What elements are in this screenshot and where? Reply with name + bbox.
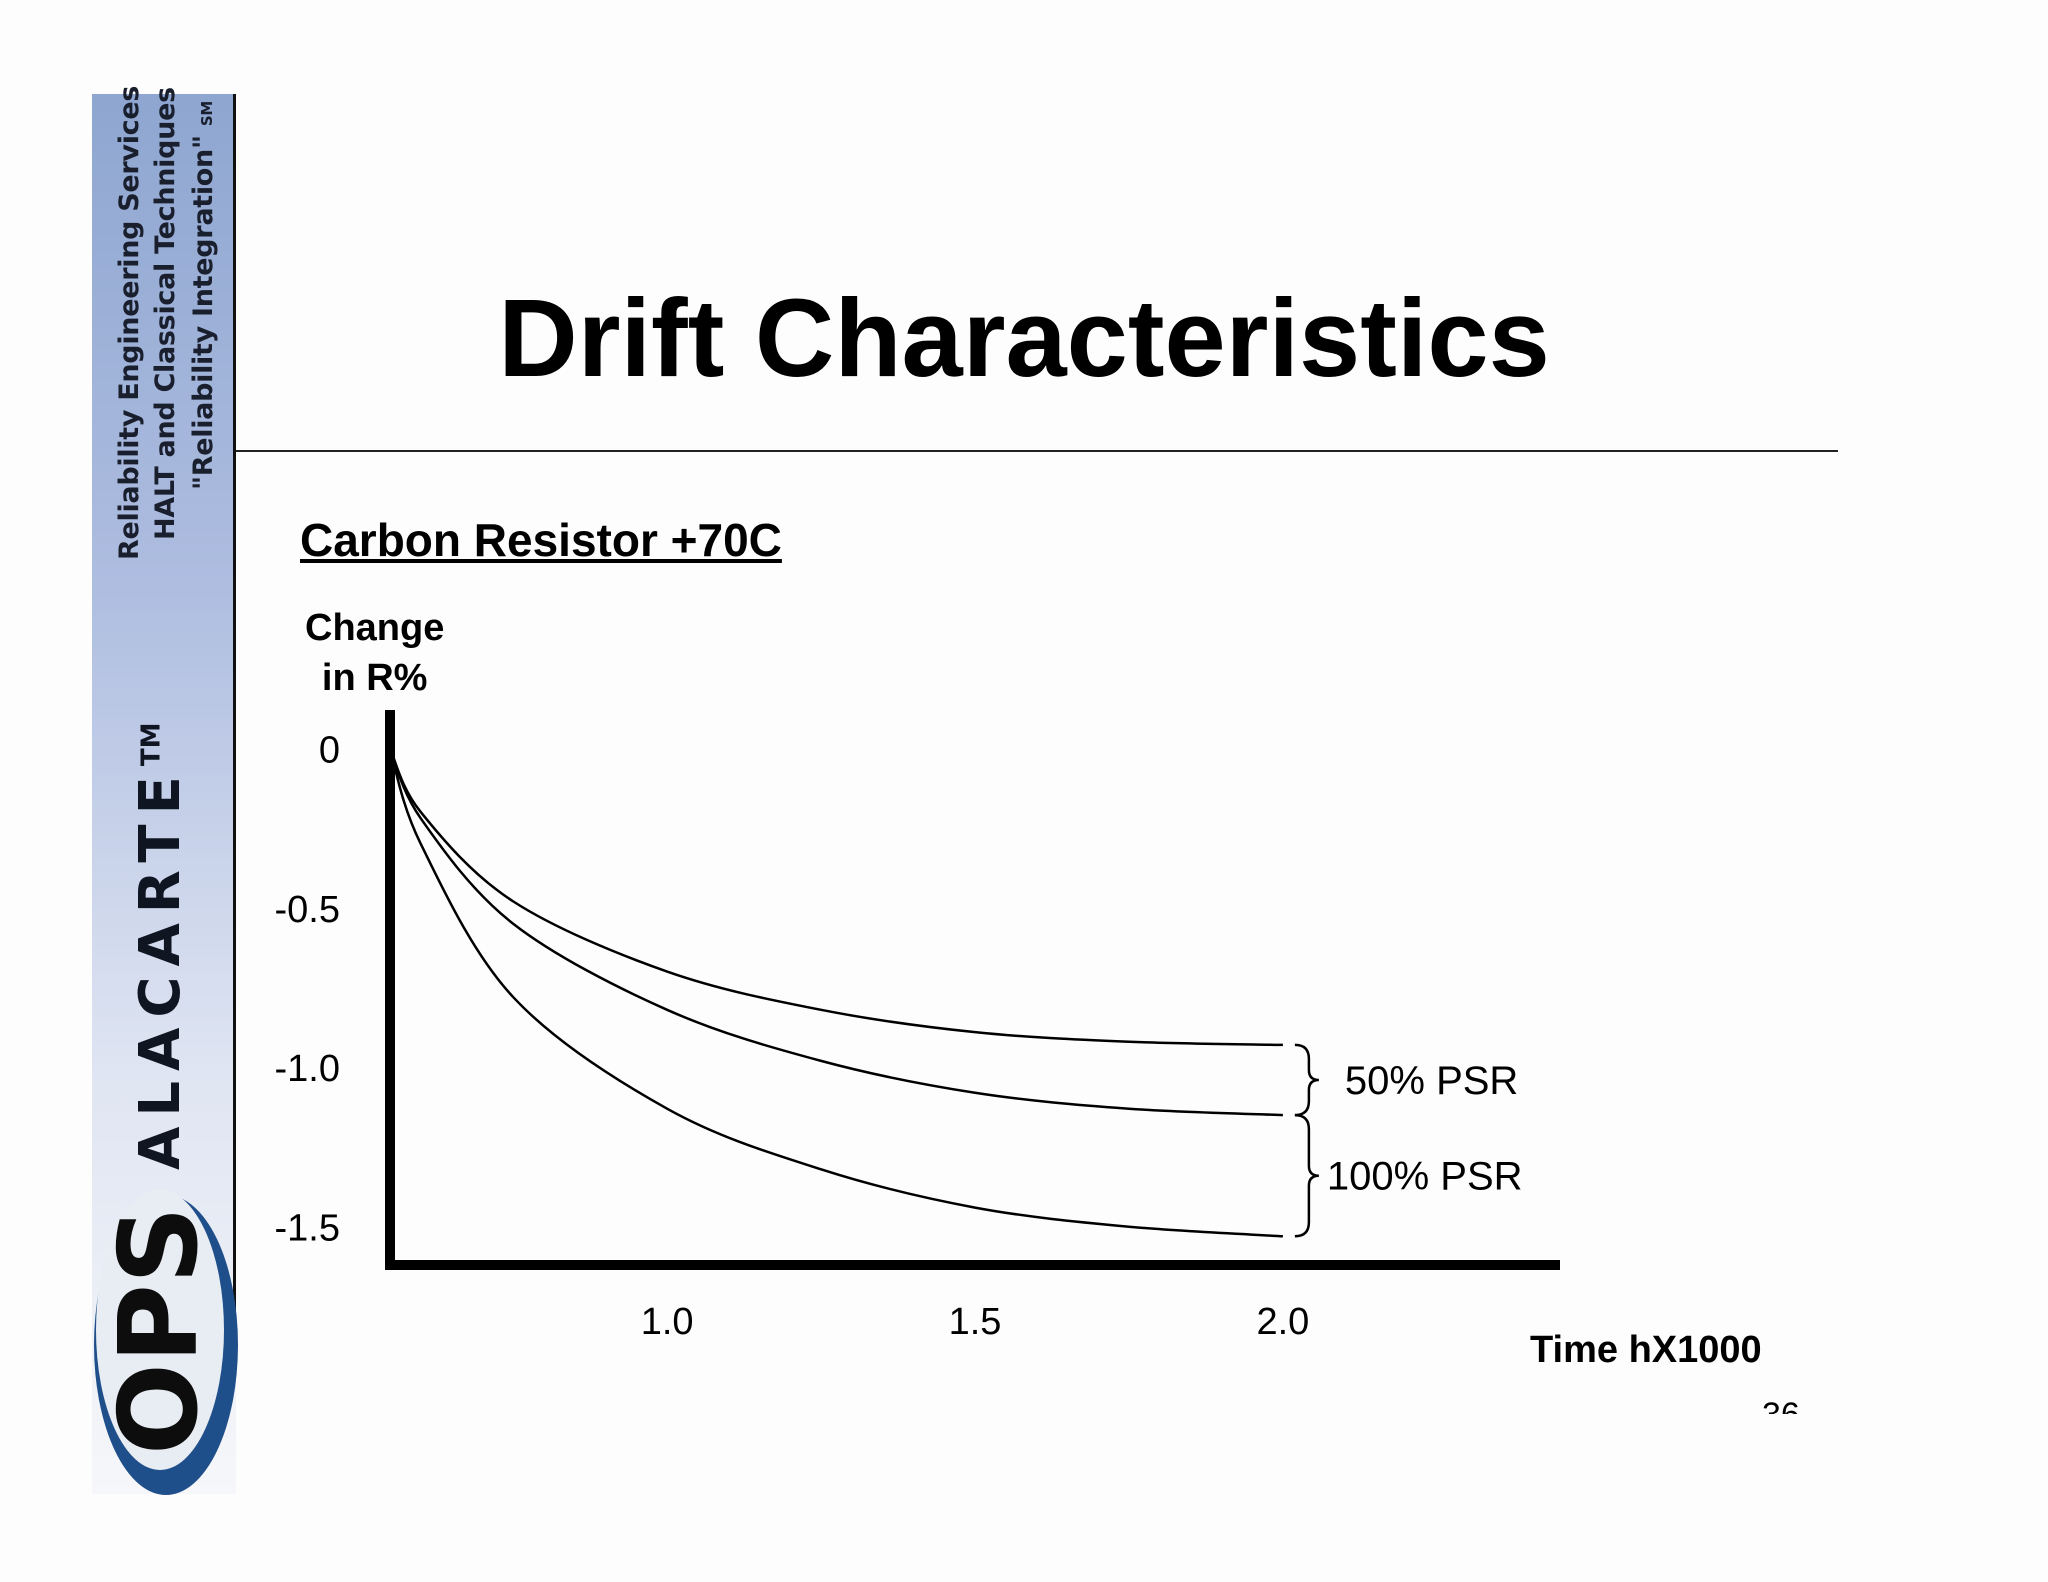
annotation-100-psr: 100% PSR: [1327, 1155, 1523, 1199]
y-axis-label: Change in R%: [305, 607, 445, 699]
y-tick-label: -0.5: [275, 889, 340, 931]
x-tick-label: 2.0: [1256, 1301, 1309, 1343]
page-title: Drift Characteristics: [498, 277, 1550, 400]
logo-text: OPS: [97, 1206, 222, 1455]
x-tick-label: 1.0: [641, 1301, 694, 1343]
psr-100-brace: [1294, 1113, 1319, 1238]
series-line-2: [388, 747, 1283, 1117]
title-divider: [236, 450, 1838, 452]
annotation-50-psr: 50% PSR: [1345, 1059, 1518, 1103]
logo-swoosh-inner: [96, 1190, 224, 1470]
series-line-1: [388, 747, 1283, 1047]
page-number: 36: [1762, 1382, 1800, 1414]
x-axis-label: Time hX1000: [1530, 1329, 1762, 1371]
y-tick-label: -1.0: [275, 1048, 340, 1090]
sidebar-divider: [233, 94, 236, 1374]
x-tick-label: 1.5: [949, 1301, 1002, 1343]
y-tick-label: -1.5: [275, 1208, 340, 1250]
y-tick-label: 0: [319, 729, 340, 771]
series-line-3: [388, 747, 1283, 1238]
psr-50-brace: [1294, 1043, 1319, 1117]
chart-subtitle: Carbon Resistor +70C: [300, 514, 782, 566]
